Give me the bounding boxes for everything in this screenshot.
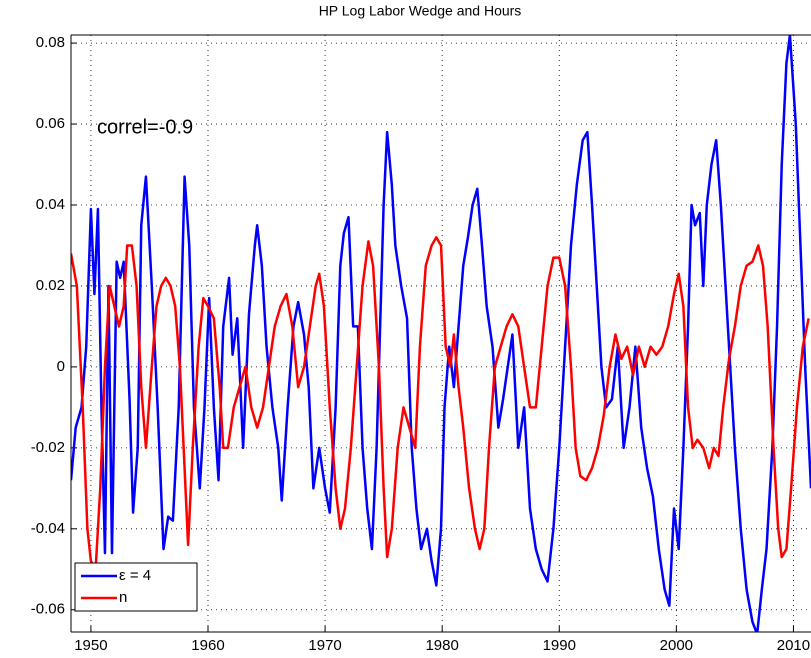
legend-box [74,562,198,612]
y-tick-label: 0.04 [36,196,65,213]
x-tick-label: 1960 [191,637,224,654]
data-line [71,236,810,571]
y-tick-label: 0.08 [36,34,65,51]
legend-label: ε = 4 [119,567,151,584]
y-tick-label: 0.02 [36,277,65,294]
data-line [71,35,811,632]
x-tick-label: 1950 [74,637,107,654]
y-tick-label: -0.06 [31,601,65,618]
y-tick-label: -0.04 [31,520,65,537]
x-tick-label: 1990 [543,637,576,654]
annotation: correl=-0.9 [97,116,193,138]
plot-lines [71,35,811,632]
y-tick-label: 0 [57,358,65,375]
x-tick-label: 1980 [425,637,458,654]
legend-label: n [119,589,127,606]
chart-title: HP Log Labor Wedge and Hours [319,3,522,19]
y-tick-label: -0.02 [31,439,65,456]
x-tick-label: 1970 [308,637,341,654]
y-tick-label: 0.06 [36,115,65,132]
x-tick-label: 2010 [777,637,810,654]
x-tick-label: 2000 [660,637,693,654]
